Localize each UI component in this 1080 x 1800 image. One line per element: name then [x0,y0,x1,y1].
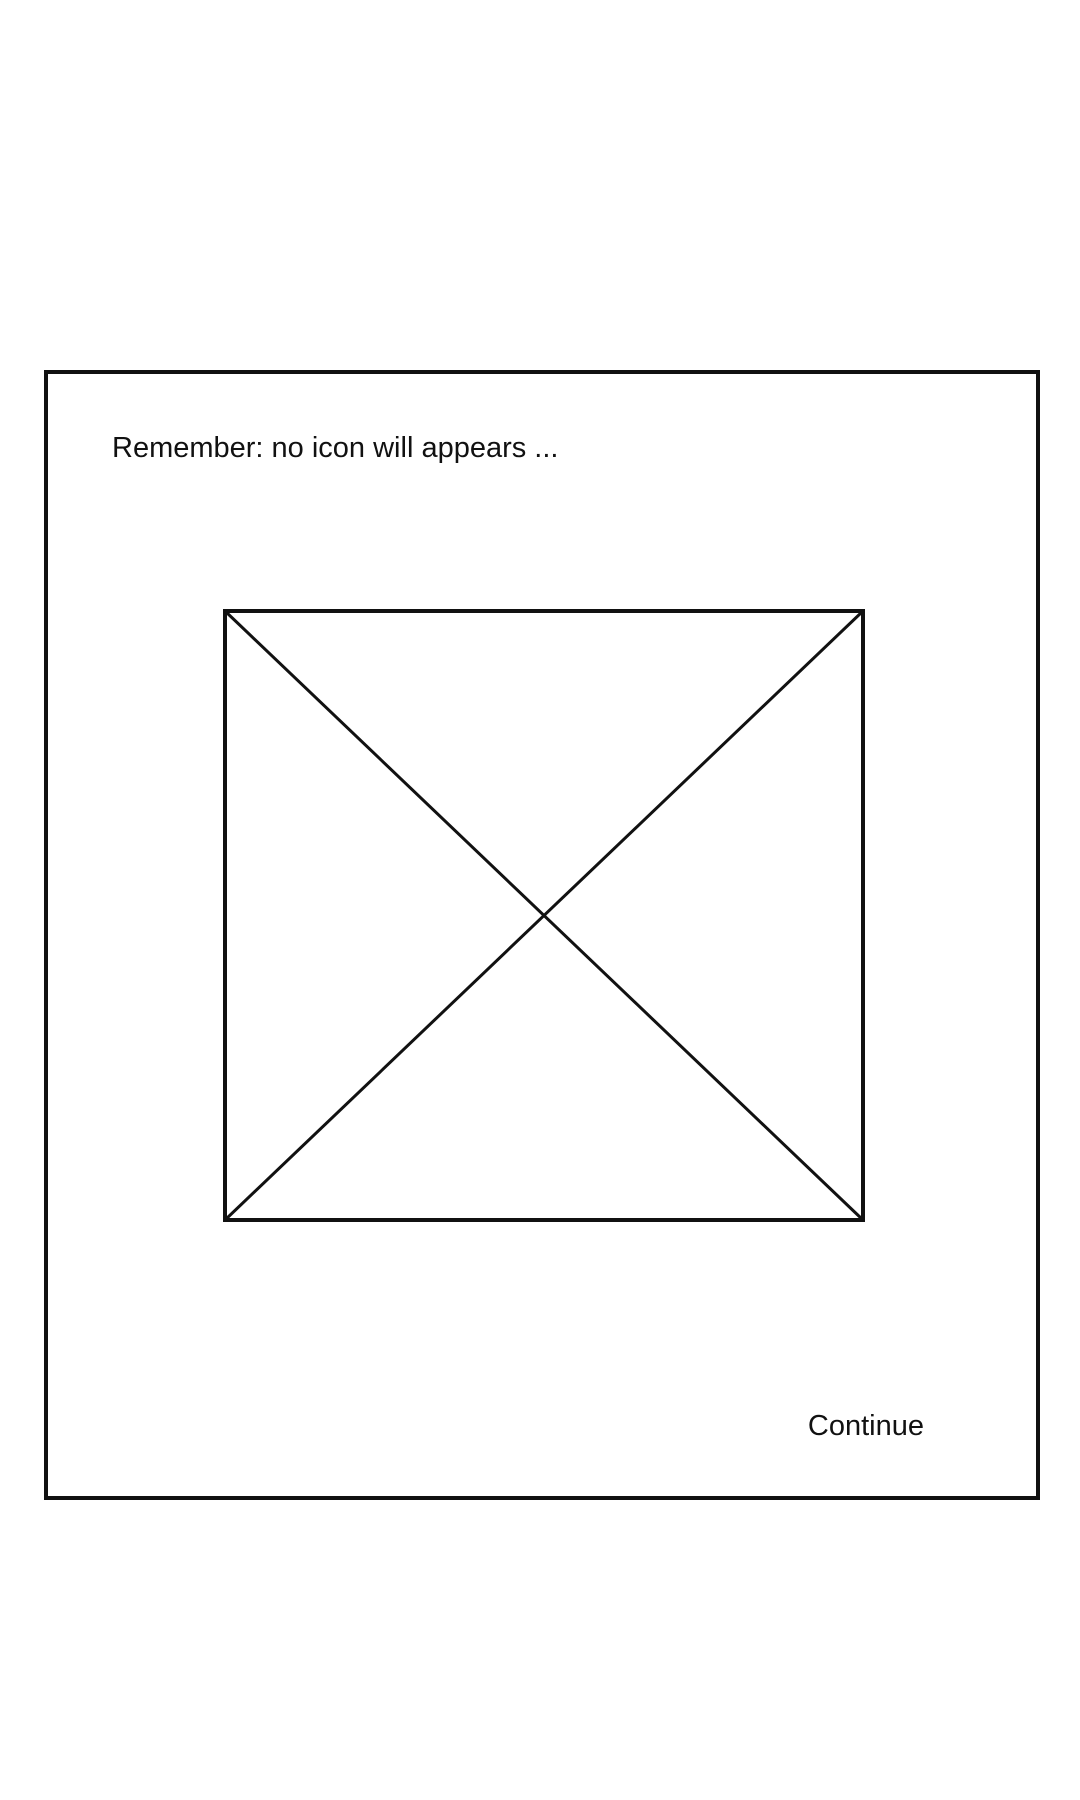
continue-button[interactable]: Continue [807,1410,924,1442]
reminder-dialog: Remember: no icon will appears ... Conti… [44,370,1040,1500]
dialog-message: Remember: no icon will appears ... [112,432,559,464]
placeholder-frame [223,609,865,1222]
image-placeholder-icon [223,609,865,1222]
placeholder-diagonal-2 [223,609,865,1222]
image-placeholder-graphic [223,609,865,1222]
